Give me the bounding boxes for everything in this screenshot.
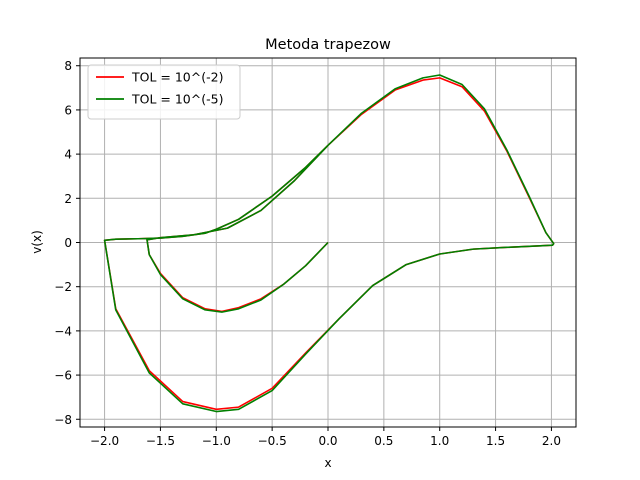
x-tick-label: 2.0 (542, 434, 561, 448)
y-tick-label: 6 (64, 103, 72, 117)
x-tick-label: 1.0 (430, 434, 449, 448)
x-tick-label: −2.0 (90, 434, 119, 448)
x-tick-label: 1.5 (486, 434, 505, 448)
y-axis-ticks: −8 −6 −4 −2 0 2 4 6 8 (54, 59, 80, 427)
x-tick-label: −0.5 (258, 434, 287, 448)
legend-label-1: TOL = 10^(-2) (131, 70, 223, 85)
legend-label-2: TOL = 10^(-5) (131, 92, 223, 107)
y-tick-label: −4 (54, 324, 72, 338)
chart-title: Metoda trapezow (265, 37, 391, 53)
plot-area (103, 74, 555, 413)
x-tick-label: 0.0 (318, 434, 337, 448)
legend: TOL = 10^(-2) TOL = 10^(-5) (87, 64, 241, 120)
y-tick-label: 0 (64, 236, 72, 250)
y-tick-label: −8 (54, 413, 72, 427)
series-line-2 (103, 74, 555, 413)
y-tick-label: 2 (64, 192, 72, 206)
x-tick-label: 0.5 (374, 434, 393, 448)
y-tick-label: −2 (54, 280, 72, 294)
x-axis-ticks: −2.0 −1.5 −1.0 −0.5 0.0 0.5 1.0 1.5 2.0 (90, 427, 561, 448)
x-tick-label: −1.0 (202, 434, 231, 448)
y-tick-label: 8 (64, 59, 72, 73)
legend-box (87, 64, 241, 120)
y-axis-label: v(x) (30, 230, 44, 254)
x-tick-label: −1.5 (146, 434, 175, 448)
x-axis-label: x (324, 456, 331, 470)
y-tick-label: 4 (64, 148, 72, 162)
y-tick-label: −6 (54, 369, 72, 383)
